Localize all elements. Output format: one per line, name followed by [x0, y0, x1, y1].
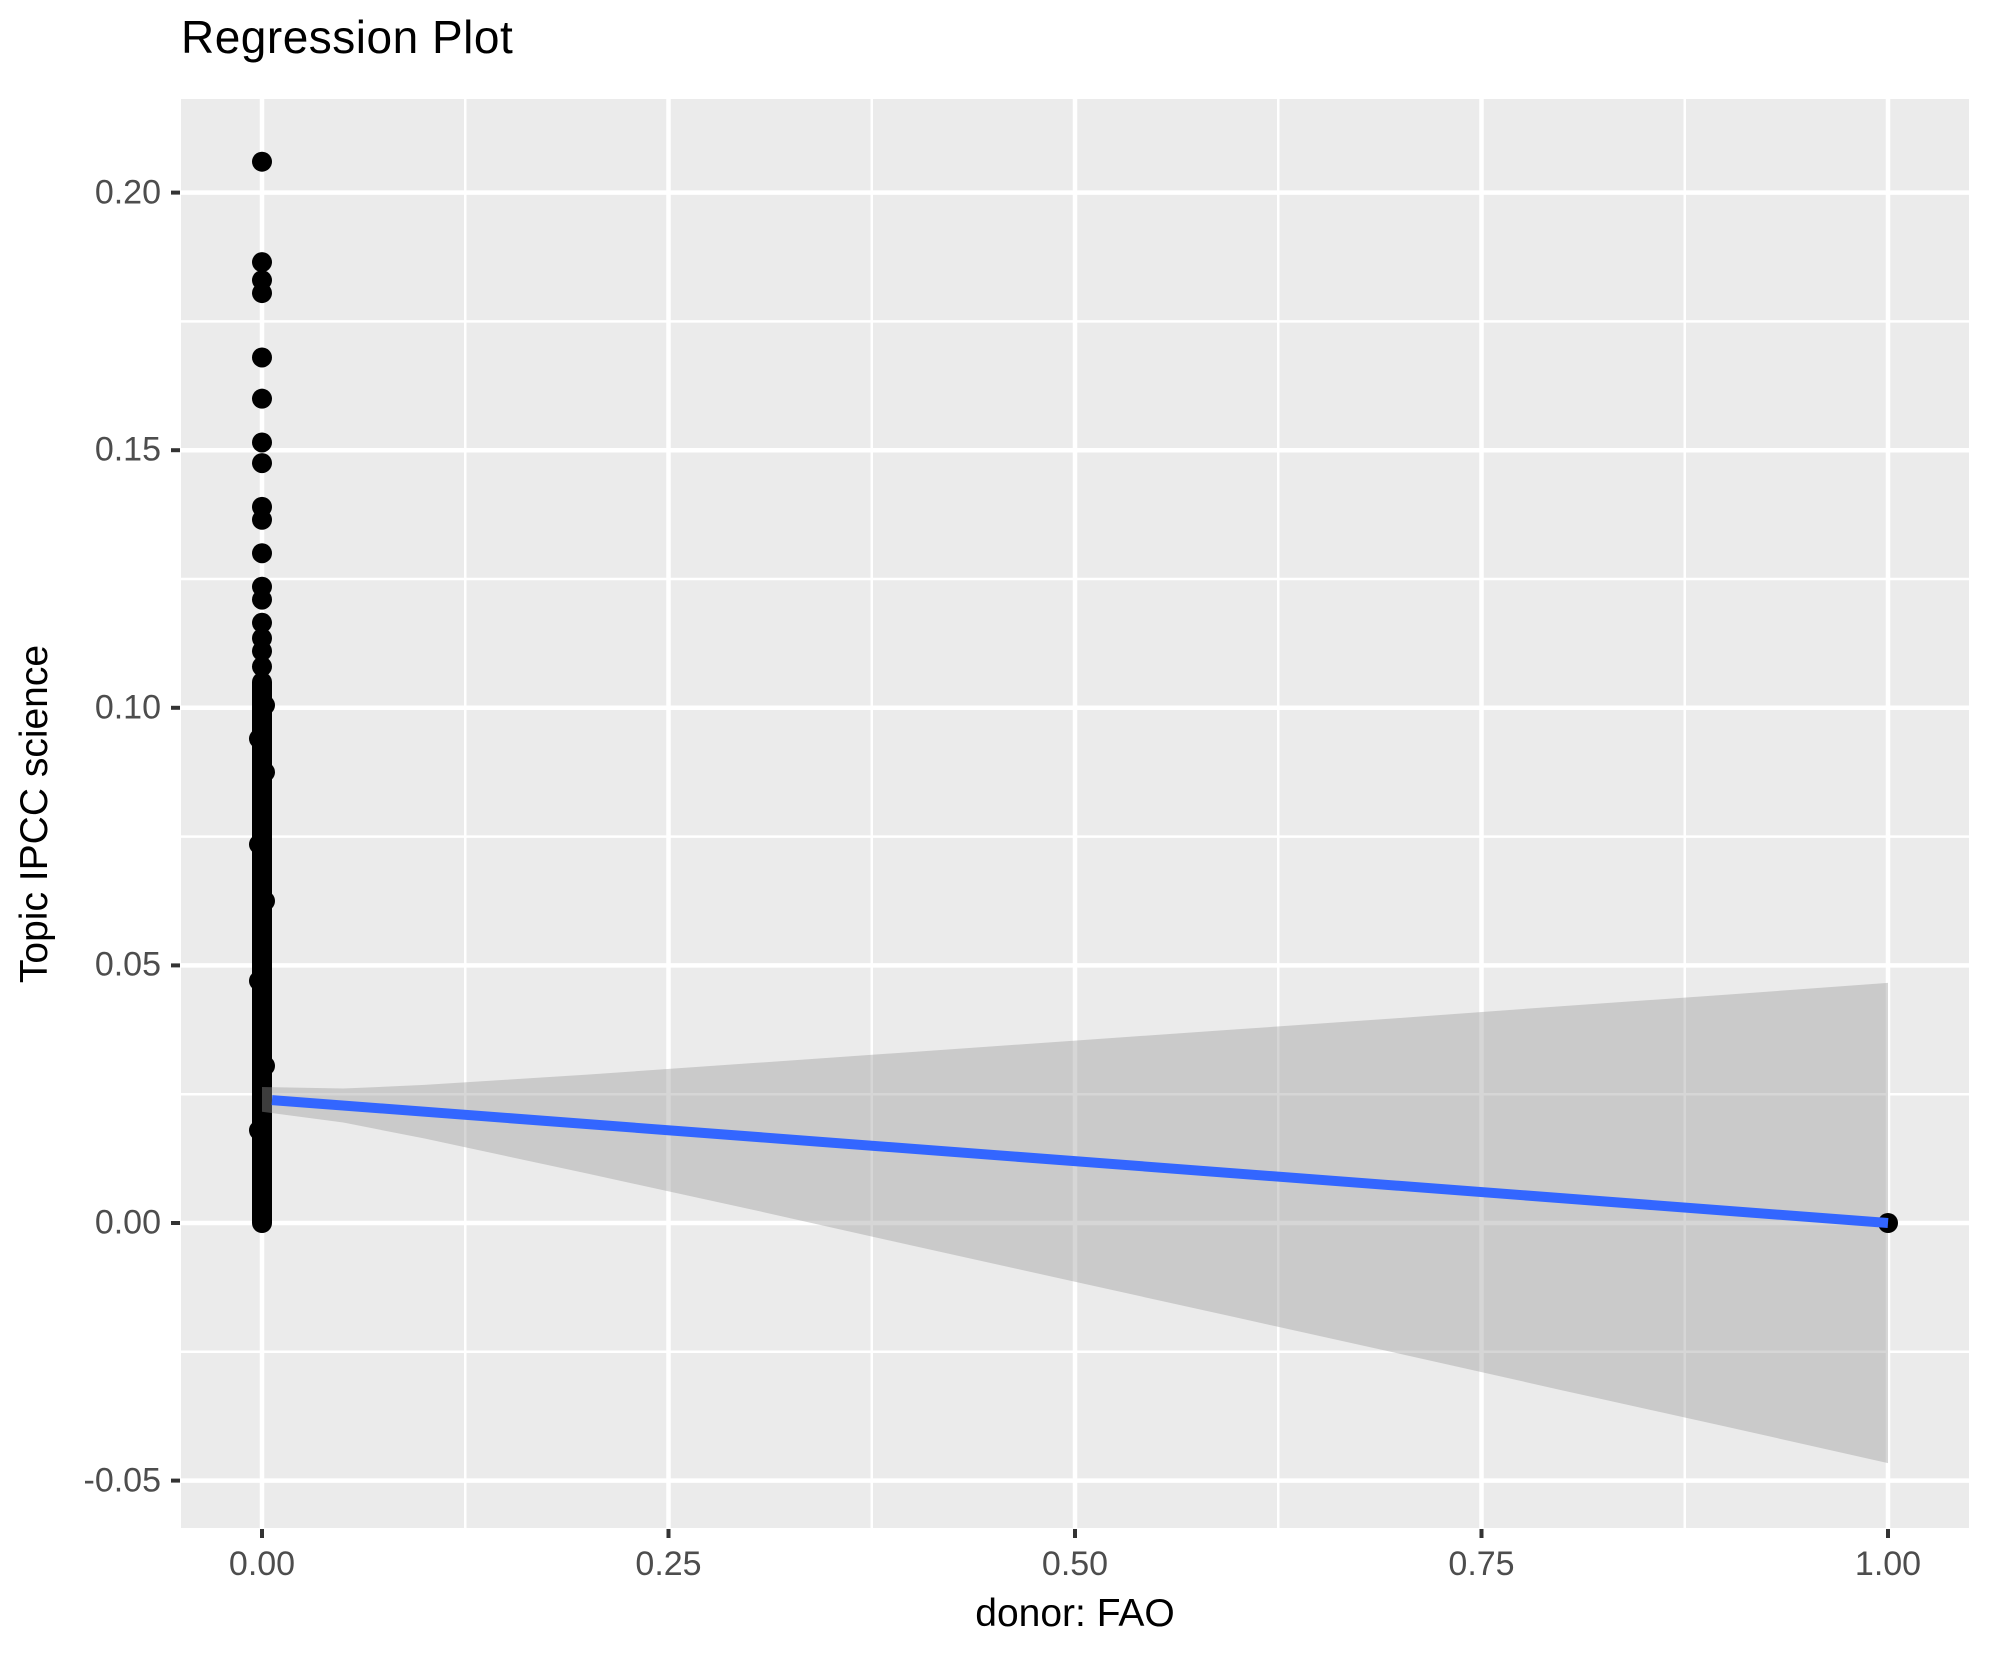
y-tick-label: 0.00: [94, 1203, 161, 1242]
x-tick-label: 0.50: [1041, 1545, 1109, 1583]
y-axis-title: Topic IPCC science: [13, 644, 57, 983]
scatter-points-column: [249, 151, 275, 1233]
axis-tick-marks: [171, 190, 1890, 1538]
x-tick-label: 1.00: [1854, 1545, 1922, 1583]
y-tick-label: 0.20: [94, 173, 161, 212]
confidence-band: [262, 982, 1888, 1464]
y-tick-label: 0.15: [94, 430, 161, 469]
y-axis-title-wrap: Topic IPCC science: [12, 99, 58, 1528]
x-axis-title: donor: FAO: [975, 1592, 1175, 1635]
y-tick-label: 0.10: [94, 688, 161, 727]
x-tick-label: 0.25: [635, 1545, 702, 1583]
y-tick-label: -0.05: [83, 1461, 162, 1500]
y-tick-label: 0.05: [94, 945, 161, 984]
plot-title: Regression Plot: [181, 11, 514, 63]
x-tick-label: 0.00: [228, 1545, 296, 1583]
regression-line: [271, 1095, 1889, 1228]
x-tick-label: 0.75: [1448, 1545, 1515, 1583]
